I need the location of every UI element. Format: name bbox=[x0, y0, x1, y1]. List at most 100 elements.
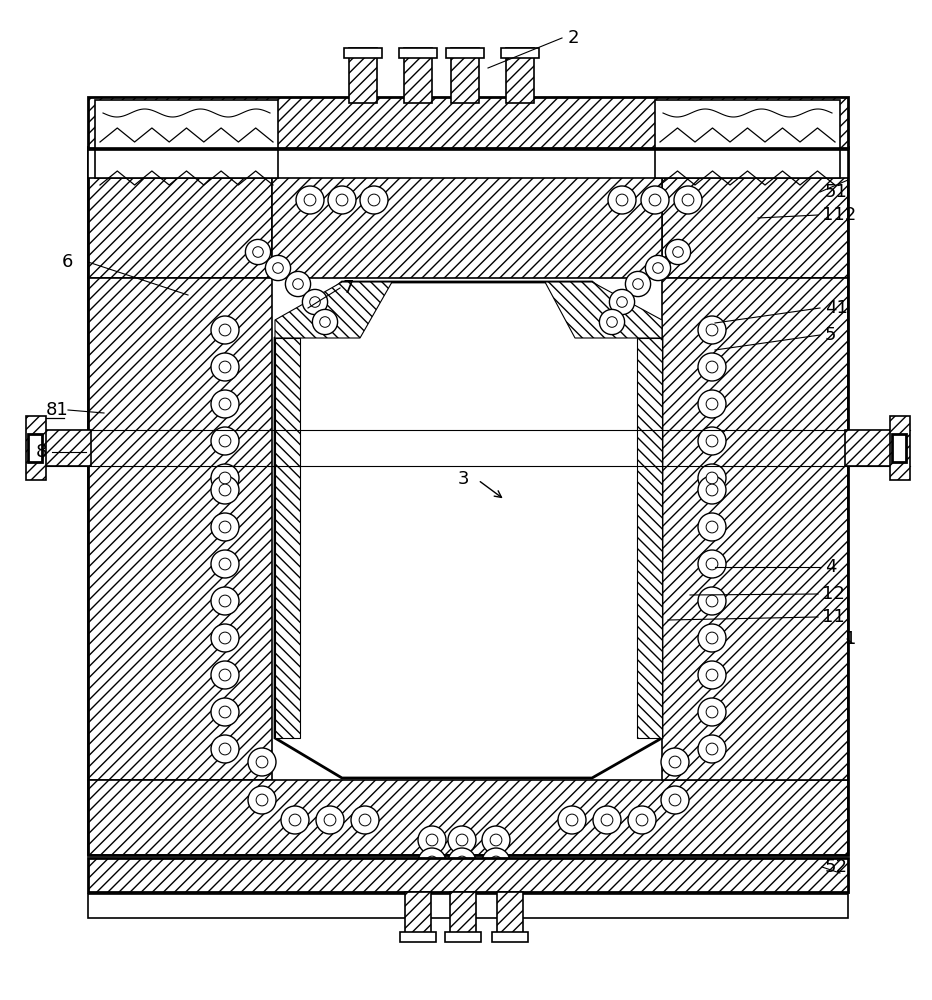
Circle shape bbox=[610, 289, 635, 315]
Circle shape bbox=[698, 464, 726, 492]
Bar bbox=[26, 416, 46, 480]
Circle shape bbox=[490, 856, 501, 868]
Text: 11: 11 bbox=[822, 608, 844, 626]
Circle shape bbox=[601, 814, 613, 826]
Circle shape bbox=[219, 743, 231, 755]
Circle shape bbox=[211, 661, 239, 689]
Circle shape bbox=[645, 255, 671, 281]
Circle shape bbox=[211, 464, 239, 492]
Circle shape bbox=[245, 239, 270, 265]
Text: 52: 52 bbox=[825, 858, 848, 876]
Circle shape bbox=[253, 247, 264, 257]
Circle shape bbox=[448, 848, 476, 876]
Polygon shape bbox=[545, 282, 662, 338]
Text: 2: 2 bbox=[568, 29, 580, 47]
Circle shape bbox=[706, 435, 718, 447]
Circle shape bbox=[628, 806, 656, 834]
Circle shape bbox=[296, 186, 324, 214]
Circle shape bbox=[482, 826, 510, 854]
Bar bbox=[95, 150, 278, 178]
Circle shape bbox=[359, 814, 371, 826]
Bar bbox=[492, 932, 528, 942]
Circle shape bbox=[273, 263, 283, 273]
Circle shape bbox=[661, 786, 689, 814]
Bar bbox=[506, 48, 534, 103]
Circle shape bbox=[211, 390, 239, 418]
Text: 41: 41 bbox=[825, 299, 848, 317]
Circle shape bbox=[426, 834, 438, 846]
Polygon shape bbox=[88, 780, 848, 855]
Circle shape bbox=[211, 624, 239, 652]
Bar bbox=[451, 48, 479, 103]
Polygon shape bbox=[662, 147, 848, 278]
Circle shape bbox=[219, 558, 231, 570]
Circle shape bbox=[248, 786, 276, 814]
Polygon shape bbox=[275, 282, 662, 778]
Circle shape bbox=[309, 297, 321, 307]
Circle shape bbox=[673, 247, 683, 257]
Text: 112: 112 bbox=[822, 206, 857, 224]
Circle shape bbox=[289, 814, 301, 826]
Text: 3: 3 bbox=[458, 470, 470, 488]
Circle shape bbox=[698, 427, 726, 455]
Polygon shape bbox=[275, 338, 300, 738]
Circle shape bbox=[211, 550, 239, 578]
Circle shape bbox=[219, 398, 231, 410]
Bar bbox=[501, 48, 539, 58]
Circle shape bbox=[669, 756, 681, 768]
Circle shape bbox=[706, 361, 718, 373]
Circle shape bbox=[608, 186, 636, 214]
Circle shape bbox=[219, 324, 231, 336]
Circle shape bbox=[706, 484, 718, 496]
Circle shape bbox=[219, 669, 231, 681]
Circle shape bbox=[706, 324, 718, 336]
Circle shape bbox=[219, 632, 231, 644]
Bar bbox=[845, 430, 903, 466]
Circle shape bbox=[281, 806, 309, 834]
Circle shape bbox=[669, 794, 681, 806]
Circle shape bbox=[482, 848, 510, 876]
Circle shape bbox=[698, 476, 726, 504]
Circle shape bbox=[698, 353, 726, 381]
Circle shape bbox=[698, 513, 726, 541]
Bar bbox=[399, 48, 437, 58]
Circle shape bbox=[219, 435, 231, 447]
Bar bbox=[344, 48, 382, 58]
Circle shape bbox=[219, 595, 231, 607]
Circle shape bbox=[674, 186, 702, 214]
Circle shape bbox=[490, 834, 501, 846]
Circle shape bbox=[616, 194, 628, 206]
Bar bbox=[33, 430, 91, 466]
Circle shape bbox=[698, 624, 726, 652]
Circle shape bbox=[219, 361, 231, 373]
Circle shape bbox=[324, 814, 336, 826]
Circle shape bbox=[456, 834, 468, 846]
Circle shape bbox=[328, 186, 356, 214]
Circle shape bbox=[617, 297, 627, 307]
Polygon shape bbox=[88, 858, 848, 892]
Circle shape bbox=[448, 826, 476, 854]
Polygon shape bbox=[275, 282, 392, 338]
Circle shape bbox=[312, 309, 337, 335]
Circle shape bbox=[706, 595, 718, 607]
Circle shape bbox=[698, 316, 726, 344]
Polygon shape bbox=[88, 147, 272, 278]
Bar bbox=[655, 150, 840, 178]
Polygon shape bbox=[88, 97, 848, 148]
Circle shape bbox=[211, 353, 239, 381]
Circle shape bbox=[698, 390, 726, 418]
Circle shape bbox=[566, 814, 578, 826]
Circle shape bbox=[211, 735, 239, 763]
Circle shape bbox=[320, 317, 330, 327]
Circle shape bbox=[706, 669, 718, 681]
Bar bbox=[445, 932, 481, 942]
Circle shape bbox=[698, 550, 726, 578]
Text: 6: 6 bbox=[62, 253, 74, 271]
Bar bbox=[890, 416, 910, 480]
Text: 51: 51 bbox=[825, 183, 848, 201]
Circle shape bbox=[558, 806, 586, 834]
Circle shape bbox=[316, 806, 344, 834]
Text: 5: 5 bbox=[825, 326, 837, 344]
Bar bbox=[349, 48, 377, 103]
Circle shape bbox=[706, 472, 718, 484]
